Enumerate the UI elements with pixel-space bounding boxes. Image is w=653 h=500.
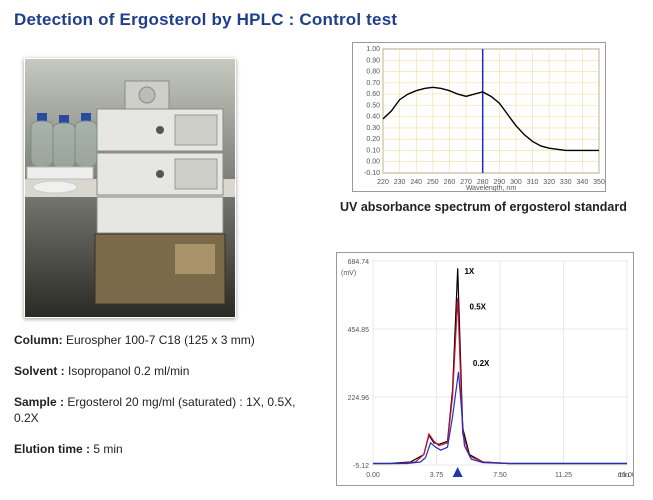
svg-text:310: 310 [527,179,539,186]
page: Detection of Ergosterol by HPLC : Contro… [0,0,653,500]
svg-text:0.2X: 0.2X [473,359,490,368]
svg-text:0.00: 0.00 [366,159,380,166]
param-column-label: Column: [14,333,63,347]
param-solvent: Solvent : Isopropanol 0.2 ml/min [14,363,314,380]
parameters-block: Column: Eurospher 100-7 C18 (125 x 3 mm)… [14,332,314,472]
svg-text:0.40: 0.40 [366,114,380,121]
param-column-value: Eurospher 100-7 C18 (125 x 3 mm) [63,333,255,347]
uv-spectrum-caption: UV absorbance spectrum of ergosterol sta… [340,200,640,214]
svg-text:250: 250 [427,179,439,186]
page-title: Detection of Ergosterol by HPLC : Contro… [14,10,397,30]
svg-text:0.00: 0.00 [366,472,380,479]
svg-text:3.75: 3.75 [430,472,444,479]
svg-text:350: 350 [593,179,605,186]
svg-text:0.30: 0.30 [366,125,380,132]
svg-text:0.20: 0.20 [366,136,380,143]
svg-text:684.74: 684.74 [348,259,370,266]
param-elution: Elution time : 5 min [14,441,314,458]
svg-text:7.50: 7.50 [493,472,507,479]
svg-text:320: 320 [543,179,555,186]
svg-text:min: min [618,472,629,479]
svg-text:(mV): (mV) [341,270,356,277]
svg-text:0.60: 0.60 [366,91,380,98]
svg-text:220: 220 [377,179,389,186]
svg-text:0.90: 0.90 [366,57,380,64]
param-sample: Sample : Ergosterol 20 mg/ml (saturated)… [14,394,314,428]
param-column: Column: Eurospher 100-7 C18 (125 x 3 mm) [14,332,314,349]
svg-text:240: 240 [410,179,422,186]
svg-text:0.5X: 0.5X [470,303,487,312]
uv-spectrum-chart: 2202302402502602702802903003103203303403… [352,42,606,192]
equipment-photo [24,58,236,318]
param-solvent-value: Isopropanol 0.2 ml/min [65,364,190,378]
svg-text:340: 340 [577,179,589,186]
svg-text:11.25: 11.25 [555,472,572,479]
svg-text:260: 260 [444,179,456,186]
svg-text:0.80: 0.80 [366,69,380,76]
svg-text:1.00: 1.00 [366,46,380,53]
param-elution-value: 5 min [90,442,123,456]
svg-text:Wavelength, nm: Wavelength, nm [466,185,516,191]
param-sample-label: Sample : [14,395,64,409]
svg-text:230: 230 [394,179,406,186]
page-title-text: Detection of Ergosterol by HPLC : Contro… [14,10,397,29]
param-elution-label: Elution time : [14,442,90,456]
svg-text:330: 330 [560,179,572,186]
svg-text:224.96: 224.96 [348,395,370,402]
svg-text:454.85: 454.85 [348,327,370,334]
svg-text:-0.10: -0.10 [364,170,380,177]
svg-text:1X: 1X [464,267,474,276]
param-solvent-label: Solvent : [14,364,65,378]
svg-text:-5.12: -5.12 [353,463,369,470]
hplc-chromatogram-chart: 684.74 454.85 224.96 -5.12 (mV) 0.00 3.75 7.50 1… [336,252,634,486]
svg-text:0.70: 0.70 [366,80,380,87]
svg-text:0.50: 0.50 [366,102,380,109]
svg-text:0.10: 0.10 [366,147,380,154]
